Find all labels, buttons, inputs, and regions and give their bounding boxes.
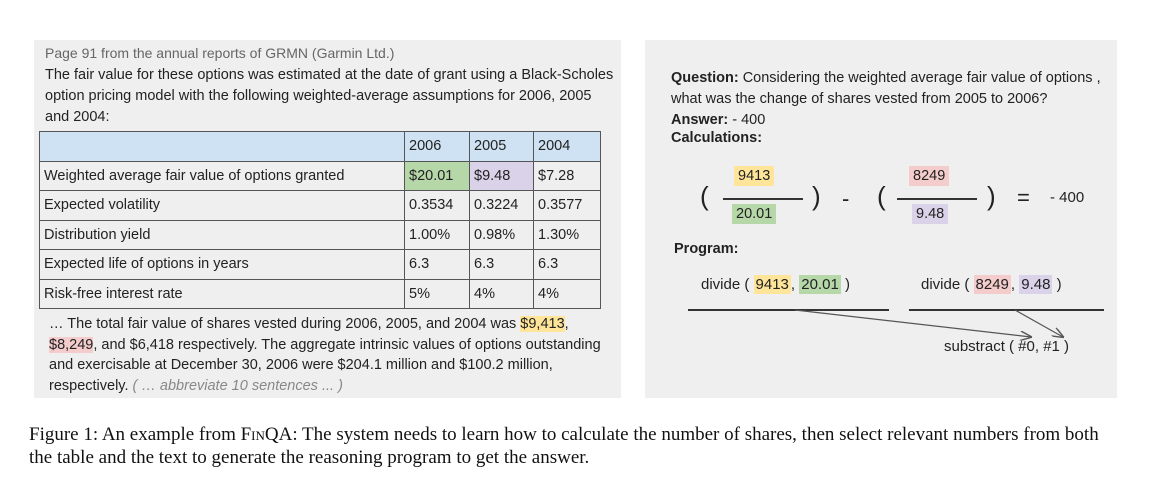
passage-part: , and $6,418 respectively. The aggregate…	[49, 336, 601, 394]
table-cell: 4%	[469, 278, 534, 309]
table-row: Weighted average fair value of options g…	[39, 160, 601, 191]
question-answer-block: Question: Considering the weighted avera…	[671, 68, 1111, 131]
step-text: divide (	[701, 276, 754, 293]
program-step-1: divide ( 9413, 20.01 )	[701, 275, 850, 294]
step-arg-highlight: 20.01	[799, 275, 841, 294]
table-cell: $7.28	[533, 160, 601, 191]
passage-highlight: $9,413	[520, 316, 565, 332]
passage-highlight: $8,249	[49, 336, 94, 353]
program-step-3: substract ( #0, #1 )	[944, 338, 1070, 355]
close-paren: )	[987, 181, 996, 211]
table-cell: Distribution yield	[39, 219, 405, 250]
step-underline	[909, 309, 1104, 311]
table-header-cell	[39, 131, 405, 162]
table-cell: 1.00%	[404, 219, 470, 250]
table-cell: Expected volatility	[39, 190, 405, 221]
table-cell: 5%	[404, 278, 470, 309]
table-cell: 1.30%	[533, 219, 601, 250]
passage-part: … The total fair value of shares vested …	[49, 316, 521, 332]
step-arg-highlight: 8249	[973, 275, 1011, 294]
table-row: Expected volatility 0.3534 0.3224 0.3577	[39, 190, 601, 221]
assumptions-table: 2006 2005 2004 Weighted average fair val…	[39, 131, 601, 309]
abbreviation-note: ( … abbreviate 10 sentences ... )	[132, 377, 343, 394]
step-text: )	[1052, 276, 1062, 293]
table-cell: 4%	[533, 278, 601, 309]
arrow-step2-to-step3	[1014, 309, 1063, 337]
table-header-cell: 2004	[533, 131, 601, 162]
passage-part: ,	[564, 316, 569, 332]
step-underline	[688, 309, 889, 311]
table-row: Expected life of options in years 6.3 6.…	[39, 249, 601, 280]
caption-prefix: Figure 1: An example from	[29, 424, 241, 445]
table-cell: Expected life of options in years	[39, 249, 405, 280]
close-paren: )	[812, 181, 821, 211]
table-header-cell: 2005	[469, 131, 534, 162]
minus-sign: -	[842, 186, 850, 211]
table-cell: 6.3	[404, 249, 470, 280]
figure-caption: Figure 1: An example from FinQA: The sys…	[29, 423, 1124, 469]
table-cell: 0.3224	[469, 190, 534, 221]
step-text: )	[840, 276, 850, 293]
fraction-line	[897, 198, 977, 200]
table-cell-highlight: $9.48	[469, 160, 534, 191]
table-cell: Weighted average fair value of options g…	[39, 160, 405, 191]
source-label: Page 91 from the annual reports of GRMN …	[45, 45, 395, 61]
table-header-row: 2006 2005 2004	[39, 131, 601, 162]
caption-text: : The system needs to learn how to calcu…	[29, 424, 1099, 468]
fraction-denominator: 20.01	[732, 204, 777, 224]
question-text: Considering the weighted average fair va…	[671, 70, 1101, 107]
answer-text: - 400	[728, 112, 766, 128]
fraction-numerator: 8249	[909, 166, 950, 186]
answer-label: Answer:	[671, 112, 729, 128]
calculations-label: Calculations:	[671, 130, 763, 146]
dependency-arrows	[794, 309, 1117, 398]
step-text: divide (	[921, 276, 974, 293]
table-cell: 6.3	[469, 249, 534, 280]
passage-text: … The total fair value of shares vested …	[49, 314, 614, 396]
table-cell: 6.3	[533, 249, 601, 280]
intro-text: The fair value for these options was est…	[45, 67, 614, 125]
reasoning-panel: Question: Considering the weighted avera…	[645, 40, 1117, 398]
table-cell: 0.3534	[404, 190, 470, 221]
open-paren: (	[700, 181, 709, 211]
table-cell: 0.3577	[533, 190, 601, 221]
table-cell: Risk-free interest rate	[39, 278, 405, 309]
arrow-step1-to-step3	[794, 309, 1031, 337]
fraction-line	[723, 198, 803, 200]
program-step-2: divide ( 8249, 9.48 )	[921, 275, 1062, 294]
program-label: Program:	[674, 241, 739, 257]
step-text: ,	[790, 276, 800, 293]
caption-dataset-name: FinQA	[240, 424, 293, 445]
step-arg-highlight: 9413	[753, 275, 791, 294]
context-panel: Page 91 from the annual reports of GRMN …	[34, 40, 621, 398]
step-arg-highlight: 9.48	[1019, 275, 1053, 294]
question-label: Question:	[671, 70, 739, 86]
step-text: ,	[1010, 276, 1020, 293]
table-cell-highlight: $20.01	[404, 160, 470, 191]
table-cell: 0.98%	[469, 219, 534, 250]
fraction-numerator: 9413	[734, 166, 775, 186]
calculation-result: - 400	[1050, 189, 1085, 206]
equals-sign: =	[1017, 185, 1030, 210]
table-row: Distribution yield 1.00% 0.98% 1.30%	[39, 219, 601, 250]
table-row: Risk-free interest rate 5% 4% 4%	[39, 278, 601, 309]
table-header-cell: 2006	[404, 131, 470, 162]
open-paren: (	[877, 181, 886, 211]
fraction-denominator: 9.48	[912, 204, 949, 224]
